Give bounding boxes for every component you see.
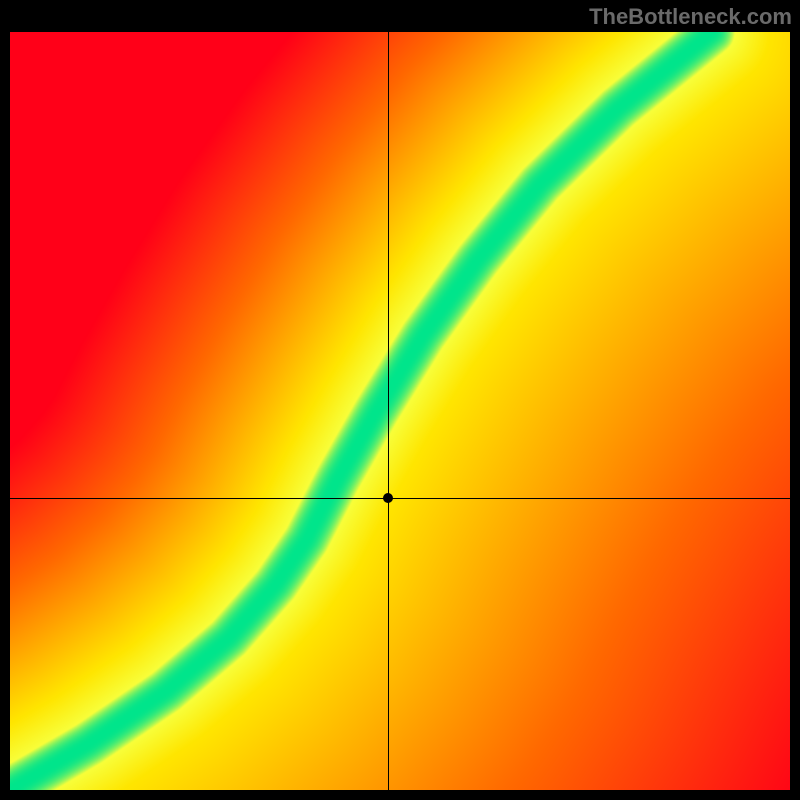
chart-container: TheBottleneck.com — [0, 0, 800, 800]
watermark-text: TheBottleneck.com — [589, 4, 792, 30]
selected-point-marker — [383, 493, 393, 503]
heatmap-canvas — [10, 32, 790, 790]
crosshair-vertical — [388, 32, 389, 790]
heatmap-plot-area — [10, 32, 790, 790]
crosshair-horizontal — [10, 498, 790, 499]
